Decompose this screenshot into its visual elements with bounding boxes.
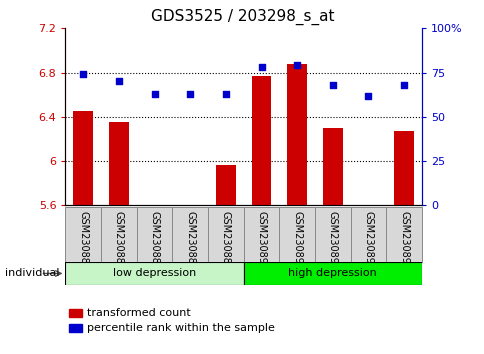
Text: high depression: high depression (288, 268, 377, 279)
Bar (251, 76, 271, 205)
FancyBboxPatch shape (350, 207, 385, 262)
Point (186, 91, 194, 97)
Text: GSM230886: GSM230886 (114, 211, 124, 270)
FancyBboxPatch shape (385, 207, 421, 262)
Text: GSM230893: GSM230893 (363, 211, 373, 270)
FancyBboxPatch shape (65, 207, 101, 262)
Text: percentile rank within the sample: percentile rank within the sample (87, 323, 274, 333)
Point (293, 63, 301, 68)
Text: GSM230890: GSM230890 (256, 211, 266, 270)
Bar (69, 324, 81, 332)
Point (364, 93, 372, 98)
Bar (180, 205, 199, 212)
Point (115, 79, 122, 84)
FancyBboxPatch shape (136, 207, 172, 262)
FancyBboxPatch shape (279, 207, 314, 262)
Text: low depression: low depression (113, 268, 196, 279)
Bar (243, 262, 421, 285)
Text: GSM230891: GSM230891 (291, 211, 302, 270)
Point (399, 82, 407, 88)
FancyBboxPatch shape (243, 207, 279, 262)
Bar (216, 165, 235, 205)
Bar (145, 205, 164, 210)
Point (151, 91, 158, 97)
Text: individual: individual (5, 268, 59, 279)
Bar (287, 64, 306, 205)
Bar (358, 205, 378, 207)
Bar (69, 309, 81, 317)
Bar (74, 111, 93, 205)
FancyBboxPatch shape (208, 207, 243, 262)
Bar (65, 262, 243, 285)
Bar (393, 131, 413, 205)
FancyBboxPatch shape (172, 207, 208, 262)
Text: GSM230894: GSM230894 (398, 211, 408, 270)
Bar (322, 128, 342, 205)
Point (257, 64, 265, 70)
Text: GSM230892: GSM230892 (327, 211, 337, 270)
Text: transformed count: transformed count (87, 308, 190, 318)
Text: GSM230887: GSM230887 (149, 211, 159, 270)
FancyBboxPatch shape (314, 207, 350, 262)
Text: GSM230888: GSM230888 (185, 211, 195, 270)
FancyBboxPatch shape (101, 207, 136, 262)
Point (79, 72, 87, 77)
Text: GSM230885: GSM230885 (78, 211, 88, 270)
Point (328, 82, 336, 88)
Bar (109, 122, 128, 205)
Text: GSM230889: GSM230889 (220, 211, 230, 270)
Point (222, 91, 229, 97)
Text: GDS3525 / 203298_s_at: GDS3525 / 203298_s_at (151, 9, 333, 25)
